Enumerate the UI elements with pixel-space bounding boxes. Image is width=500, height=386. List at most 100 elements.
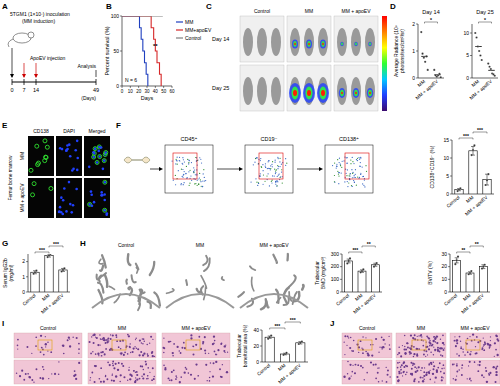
event (354, 182, 355, 183)
y-tick (416, 51, 418, 52)
event (187, 159, 188, 160)
cell (107, 338, 109, 340)
cell (129, 367, 130, 368)
cell (227, 352, 228, 353)
data-point (427, 69, 429, 71)
event (339, 158, 340, 159)
event (177, 164, 178, 165)
axis-label: BV/TV (%) (427, 261, 433, 285)
nucleus (65, 210, 68, 213)
event (267, 168, 268, 169)
data-point (35, 270, 37, 272)
cell (436, 369, 438, 371)
cell (171, 371, 173, 373)
event (279, 173, 280, 174)
cell (469, 336, 470, 337)
cell (456, 339, 458, 341)
cell (173, 343, 175, 345)
event (199, 177, 200, 178)
mouse-icon (8, 39, 13, 47)
cell (387, 374, 389, 376)
cell (124, 351, 126, 353)
cell (427, 371, 429, 373)
cell (455, 339, 457, 341)
error-bar (455, 258, 459, 263)
nucleus (63, 187, 66, 190)
signal (340, 42, 344, 47)
event (342, 161, 343, 162)
cell (131, 375, 133, 377)
panel-label: F (116, 121, 121, 130)
cell (140, 351, 142, 353)
mouse (318, 77, 328, 105)
cell (163, 338, 164, 339)
error-bar (347, 259, 351, 263)
cell (110, 338, 112, 340)
event (195, 174, 196, 175)
axis-label-line: (mg/ml) (8, 264, 14, 281)
nucleus (101, 194, 104, 197)
cell (28, 376, 30, 378)
cell (109, 364, 111, 366)
cell (455, 345, 457, 347)
event (338, 175, 339, 176)
cell (204, 336, 206, 338)
cell (358, 352, 359, 353)
annotation: ** (153, 43, 158, 49)
cell (456, 363, 458, 365)
nucleus (88, 203, 91, 206)
data-point (481, 267, 483, 269)
data-point (270, 335, 272, 337)
cell (414, 366, 416, 368)
cell (99, 344, 100, 345)
cell (475, 352, 477, 354)
nucleus (100, 146, 103, 149)
y-axis (450, 254, 451, 292)
cell (224, 345, 226, 347)
data-point (63, 267, 65, 269)
event (360, 157, 361, 158)
cell (460, 347, 462, 349)
event (183, 184, 184, 185)
y-tick (448, 279, 450, 280)
cell (115, 334, 117, 336)
bar (479, 267, 487, 292)
event (281, 164, 282, 165)
cell (78, 348, 80, 350)
significance: *** (463, 133, 469, 139)
data-point (475, 36, 477, 38)
cell (163, 347, 165, 349)
cell (410, 362, 412, 364)
cell (91, 372, 93, 374)
x-tick-label: MM + apoEV (40, 292, 65, 314)
cell (353, 340, 355, 342)
cell (209, 371, 210, 372)
trabecula (201, 276, 206, 289)
y-tick (26, 276, 28, 277)
cell (484, 342, 485, 343)
significance: *** (53, 241, 59, 247)
cell (139, 340, 141, 342)
cell (127, 380, 128, 381)
label: ApoEV injection (30, 55, 66, 61)
data-point (421, 53, 423, 55)
nucleus (74, 149, 77, 152)
cell (143, 373, 145, 375)
cell (101, 355, 103, 357)
signal (293, 90, 297, 96)
cell (190, 334, 192, 336)
error-bar (471, 146, 475, 155)
signal (306, 39, 312, 48)
cell (40, 351, 42, 353)
cell (72, 337, 73, 338)
cell (142, 354, 144, 356)
cell (139, 354, 141, 356)
mouse (304, 28, 314, 56)
cell (426, 372, 428, 374)
column-label: MM (417, 325, 425, 331)
event (186, 166, 187, 167)
cell (477, 364, 478, 365)
cell (115, 375, 117, 377)
event (188, 159, 189, 160)
cell (219, 368, 221, 370)
